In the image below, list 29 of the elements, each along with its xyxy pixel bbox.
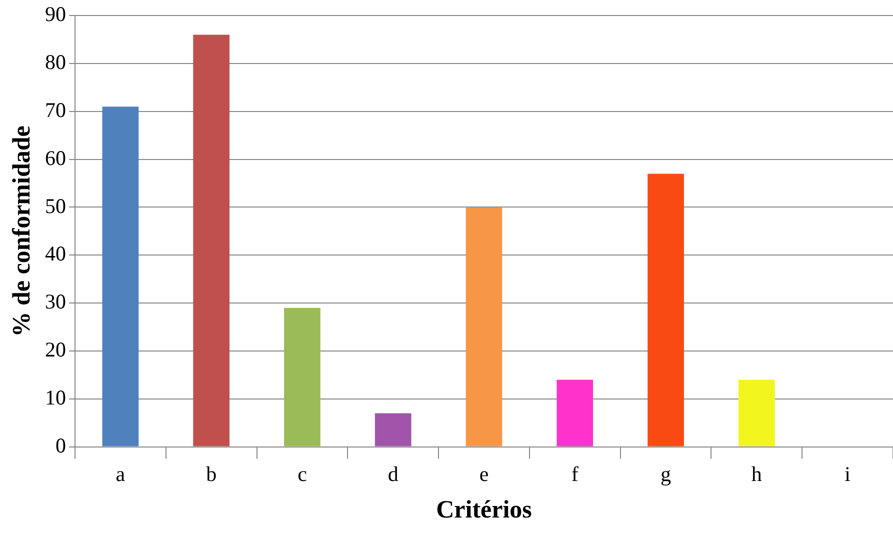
x-tick-label: d (388, 462, 399, 486)
y-tick-label: 10 (45, 385, 66, 410)
x-tick-label: f (571, 462, 578, 486)
x-tick-label: c (298, 462, 307, 486)
x-tick-label: g (660, 462, 672, 486)
y-tick-label: 60 (45, 146, 66, 170)
x-tick-label: h (751, 462, 762, 486)
bar (738, 380, 775, 446)
bar (284, 308, 320, 446)
y-tick-label: 40 (45, 242, 66, 266)
x-tick-label: i (844, 462, 851, 486)
y-tick-label: 80 (45, 50, 66, 74)
y-tick-label: 0 (56, 433, 66, 458)
y-tick-label: 90 (45, 2, 66, 26)
bar (102, 106, 139, 446)
x-axis-title: Critérios (436, 496, 532, 524)
y-tick-label: 70 (45, 98, 66, 122)
bar (374, 413, 412, 446)
bar (466, 207, 502, 446)
y-tick-label: 30 (45, 290, 66, 314)
x-tick-label: e (479, 462, 489, 486)
bar (556, 380, 594, 446)
y-tick-label: 20 (45, 337, 66, 362)
bar (193, 34, 230, 446)
bar (648, 174, 684, 446)
x-tick-label: b (206, 462, 217, 486)
y-tick-label: 50 (45, 194, 66, 218)
x-tick-label: a (116, 462, 126, 486)
y-axis-title: % de conformidade (8, 126, 36, 337)
